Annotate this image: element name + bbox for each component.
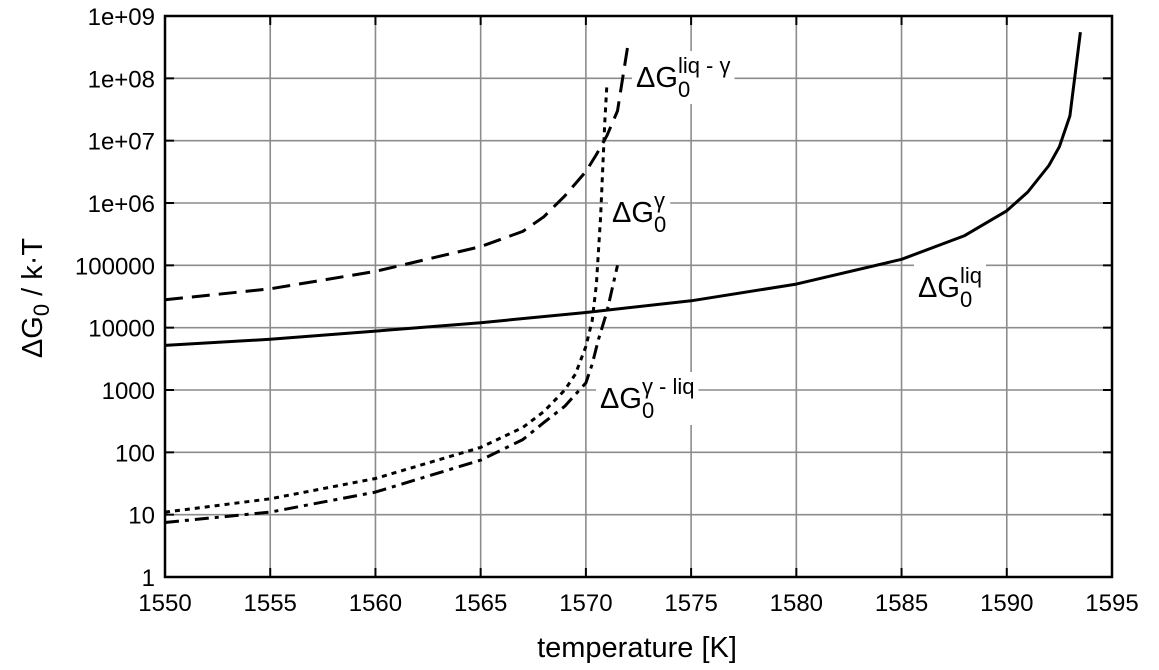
x-axis-title: temperature [K]	[537, 632, 737, 664]
series-lines	[164, 32, 1082, 524]
y-tick-label: 100	[115, 440, 155, 467]
y-tick-label: 1	[142, 565, 155, 592]
y-axis-title-sub: 0	[29, 304, 54, 316]
x-tick-label: 1570	[559, 590, 612, 617]
series-label-sub: 0	[960, 287, 972, 312]
y-tick-label: 10	[128, 503, 155, 530]
x-tick-label: 1560	[349, 590, 402, 617]
series-gamma-label: ΔGγ 0	[612, 188, 666, 237]
y-tick-label: 1000	[102, 378, 155, 405]
series-label-sup: liq	[960, 263, 982, 288]
axis-ticks	[164, 15, 1113, 578]
series-label-main: ΔG	[918, 272, 960, 304]
series-label-main: ΔG	[636, 62, 678, 94]
series-label-sup: γ	[654, 188, 665, 213]
y-tick-label: 1e+07	[88, 129, 155, 156]
x-tick-labels: 1550 1555 1560 1565 1570 1575 1580 1585 1590 1595	[138, 590, 1138, 617]
series-label-sup: γ - liq	[642, 374, 695, 399]
series-liq-gamma-line	[164, 44, 630, 302]
series-gamma-liq-line	[164, 264, 619, 524]
series-label-sub: 0	[654, 212, 666, 237]
x-tick-label: 1550	[138, 590, 191, 617]
x-tick-label: 1595	[1085, 590, 1138, 617]
x-tick-label: 1575	[664, 590, 717, 617]
series-label-main: ΔG	[600, 383, 642, 415]
y-tick-label: 1e+09	[88, 4, 155, 31]
y-axis-title: ΔG0 / k·T	[17, 238, 54, 359]
y-tick-label: 10000	[88, 316, 155, 343]
series-label-background	[596, 372, 699, 425]
x-tick-label: 1590	[980, 590, 1033, 617]
x-tick-label: 1585	[875, 590, 928, 617]
series-label-main: ΔG	[612, 197, 654, 229]
y-tick-label: 1e+08	[88, 66, 155, 93]
series-label-background	[608, 186, 671, 239]
series-label-sup: liq - γ	[678, 53, 731, 78]
series-label-background	[632, 51, 735, 104]
y-tick-label: 100000	[75, 253, 155, 280]
y-tick-label: 1e+06	[88, 191, 155, 218]
x-tick-label: 1580	[770, 590, 823, 617]
plot-frame	[163, 14, 1114, 579]
series-label-background	[914, 261, 986, 314]
series-gamma-line	[164, 84, 609, 514]
x-tick-label: 1565	[454, 590, 507, 617]
y-axis-title-rest: / k·T	[17, 238, 49, 304]
series-liq-line	[164, 32, 1082, 347]
series-liq-label: ΔGliq 0	[918, 263, 982, 312]
series-label-sub: 0	[642, 398, 654, 423]
series-label-sub: 0	[678, 77, 690, 102]
y-axis-title-main: ΔG	[17, 316, 49, 358]
y-tick-labels: 1 10 100 1000 10000 100000 1e+06 1e+07 1e+08 1e+0…	[75, 4, 155, 592]
x-tick-label: 1555	[244, 590, 297, 617]
series-gamma-liq-label: ΔGγ - liq 0	[600, 374, 695, 423]
